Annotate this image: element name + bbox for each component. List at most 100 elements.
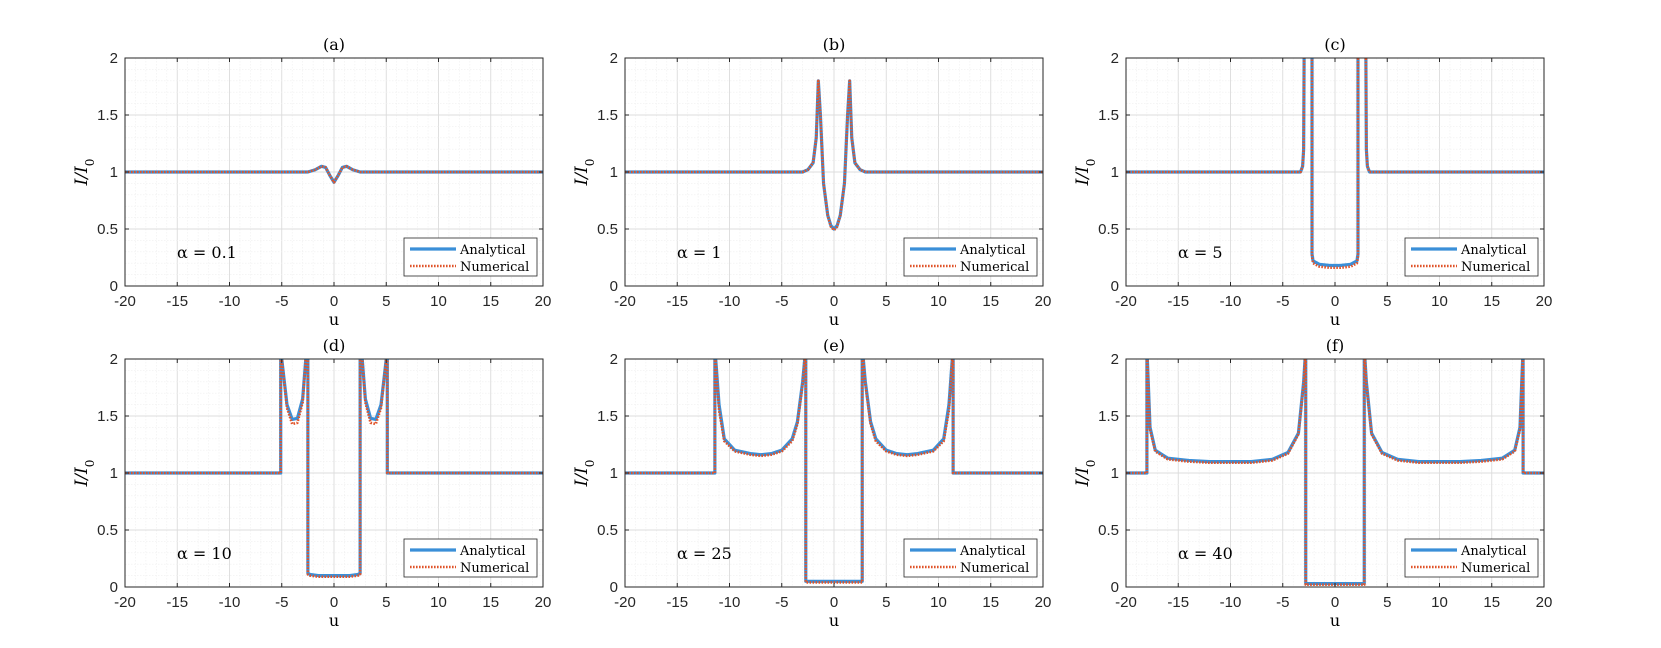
y-axis-label: I/I0 (72, 159, 97, 187)
y-tick-label: 1 (610, 164, 618, 181)
x-tick-label: -15 (1167, 594, 1189, 611)
y-tick-label: 1 (610, 465, 618, 482)
x-tick-label: -10 (219, 594, 241, 611)
x-tick-label: 5 (882, 293, 890, 310)
series-group (125, 164, 543, 184)
legend-label-analytical: Analytical (959, 243, 1026, 258)
legend-label-analytical: Analytical (959, 544, 1026, 559)
legend-label-analytical: Analytical (459, 544, 526, 559)
series-line-numerical (625, 359, 1043, 584)
y-tick-label: 0 (1111, 278, 1119, 295)
y-tick-label: 0.5 (597, 221, 618, 238)
legend-box (903, 538, 1038, 578)
x-tick-label: -20 (1115, 594, 1137, 611)
y-axis-label: I/I0 (572, 159, 597, 187)
y-tick-label: 0 (610, 579, 618, 596)
x-tick-label: -10 (719, 293, 741, 310)
y-tick-label: 0.5 (1098, 221, 1119, 238)
series-line-numerical (1126, 58, 1544, 270)
grid (124, 57, 544, 287)
x-tick-label: -10 (719, 594, 741, 611)
x-axis-label: u (829, 611, 839, 630)
x-tick-label: 5 (382, 594, 390, 611)
legend: Analytical Numerical (903, 237, 1038, 277)
legend-label-numerical: Numerical (960, 260, 1029, 275)
y-tick-label: 0.5 (97, 221, 118, 238)
x-tick-label: 15 (982, 594, 999, 611)
legend-label-analytical: Analytical (1460, 544, 1527, 559)
x-tick-label: 10 (430, 594, 447, 611)
x-axis-label: u (829, 310, 839, 329)
x-tick-label: 10 (930, 293, 947, 310)
legend-label-numerical: Numerical (460, 260, 529, 275)
panel-title: (e) (823, 336, 845, 355)
x-tick-label: -20 (114, 293, 136, 310)
y-axis-label: I/I0 (572, 460, 597, 488)
x-tick-label: -15 (166, 594, 188, 611)
y-tick-label: 1 (110, 465, 118, 482)
panel-c: -20 -15 -10 -5 0 5 10 15 20 0 0.5 1 1.5 2 (c) u I/I0 α = … (1073, 35, 1552, 329)
legend-box (1404, 538, 1539, 578)
x-tick-label: 20 (1536, 594, 1553, 611)
y-tick-label: 2 (110, 50, 118, 67)
x-tick-label: 5 (1383, 293, 1391, 310)
y-tick-label: 2 (1111, 50, 1119, 67)
y-tick-label: 1.5 (597, 408, 618, 425)
x-tick-label: 0 (1331, 594, 1339, 611)
x-tick-label: 15 (1483, 594, 1500, 611)
x-tick-label: -20 (614, 594, 636, 611)
legend-box (403, 237, 538, 277)
series-group (625, 79, 1043, 232)
x-tick-label: -5 (775, 293, 788, 310)
y-tick-label: 1 (110, 164, 118, 181)
y-tick-label: 0 (610, 278, 618, 295)
y-tick-label: 2 (110, 351, 118, 368)
legend: Analytical Numerical (1404, 538, 1539, 578)
legend-label-numerical: Numerical (960, 561, 1029, 576)
legend: Analytical Numerical (1404, 237, 1539, 277)
x-tick-label: -10 (219, 293, 241, 310)
panel-title: (d) (323, 336, 346, 355)
legend-label-numerical: Numerical (1461, 260, 1530, 275)
x-tick-label: -10 (1220, 594, 1242, 611)
panel-a: -20 -15 -10 -5 0 5 10 15 20 0 0.5 1 1.5 2 (a) u I/I0 α = … (72, 35, 551, 329)
x-tick-label: 20 (535, 293, 552, 310)
y-tick-label: 1.5 (1098, 408, 1119, 425)
y-axis-label: I/I0 (1073, 159, 1098, 187)
x-tick-label: 5 (1383, 594, 1391, 611)
x-axis-label: u (329, 310, 339, 329)
panel-title: (c) (1324, 35, 1345, 54)
x-tick-label: -20 (1115, 293, 1137, 310)
y-tick-label: 0.5 (97, 522, 118, 539)
x-tick-label: 0 (1331, 293, 1339, 310)
y-tick-label: 1.5 (597, 107, 618, 124)
x-tick-label: 0 (330, 594, 338, 611)
x-tick-label: -5 (1276, 594, 1289, 611)
alpha-annotation: α = 0.1 (177, 243, 237, 262)
x-tick-label: 20 (535, 594, 552, 611)
y-tick-label: 0 (110, 579, 118, 596)
x-tick-label: 10 (1431, 293, 1448, 310)
panel-f: -20 -15 -10 -5 0 5 10 15 20 0 0.5 1 1.5 2 (f) u I/I0 α = … (1073, 336, 1552, 630)
x-tick-label: -15 (666, 293, 688, 310)
x-tick-label: 0 (330, 293, 338, 310)
x-tick-label: 15 (482, 293, 499, 310)
panel-b: -20 -15 -10 -5 0 5 10 15 20 0 0.5 1 1.5 2 (b) u I/I0 α = … (572, 35, 1051, 329)
y-tick-label: 0 (110, 278, 118, 295)
alpha-annotation: α = 1 (677, 243, 722, 262)
x-axis-label: u (1330, 310, 1340, 329)
y-axis-label: I/I0 (1073, 460, 1098, 488)
x-tick-label: 5 (882, 594, 890, 611)
legend-label-numerical: Numerical (460, 561, 529, 576)
x-tick-label: 10 (930, 594, 947, 611)
x-tick-label: -10 (1220, 293, 1242, 310)
y-tick-label: 2 (610, 351, 618, 368)
y-tick-label: 1.5 (1098, 107, 1119, 124)
x-tick-label: 15 (1483, 293, 1500, 310)
x-tick-label: -5 (775, 594, 788, 611)
alpha-annotation: α = 40 (1178, 544, 1233, 563)
y-axis-label: I/I0 (72, 460, 97, 488)
x-tick-label: -20 (114, 594, 136, 611)
x-tick-label: 20 (1536, 293, 1553, 310)
